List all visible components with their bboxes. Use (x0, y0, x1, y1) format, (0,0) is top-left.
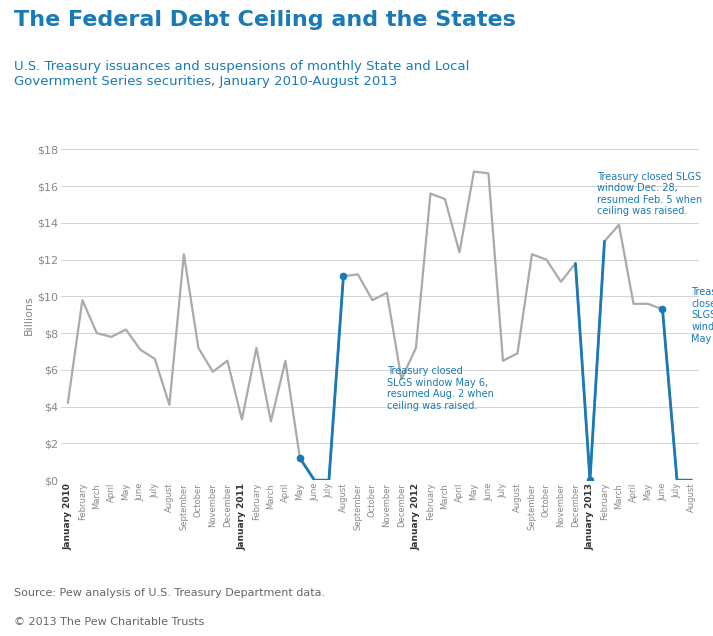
Text: Treasury
closed
SLGS
window
May 17.: Treasury closed SLGS window May 17. (692, 287, 713, 343)
Text: Treasury closed
SLGS window May 6,
resumed Aug. 2 when
ceiling was raised.: Treasury closed SLGS window May 6, resum… (387, 366, 494, 411)
Text: Treasury closed SLGS
window Dec. 28,
resumed Feb. 5 when
ceiling was raised.: Treasury closed SLGS window Dec. 28, res… (597, 172, 702, 216)
Text: Source: Pew analysis of U.S. Treasury Department data.: Source: Pew analysis of U.S. Treasury De… (14, 588, 325, 598)
Text: © 2013 The Pew Charitable Trusts: © 2013 The Pew Charitable Trusts (14, 617, 205, 627)
Y-axis label: Billions: Billions (24, 295, 34, 335)
Text: The Federal Debt Ceiling and the States: The Federal Debt Ceiling and the States (14, 10, 516, 29)
Text: U.S. Treasury issuances and suspensions of monthly State and Local
Government Se: U.S. Treasury issuances and suspensions … (14, 60, 470, 88)
